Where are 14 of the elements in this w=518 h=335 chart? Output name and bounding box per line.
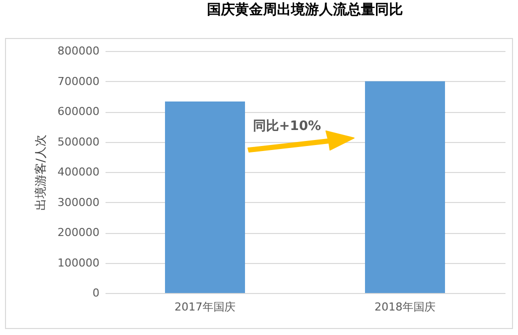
y-tick-label: 700000 — [58, 74, 100, 88]
chart-title: 国庆黄金周出境游人流总量同比 — [207, 1, 403, 18]
y-tick-label: 400000 — [58, 166, 100, 178]
x-tick-label: 2017年国庆 — [174, 300, 236, 314]
x-tick-label: 2018年国庆 — [374, 300, 436, 314]
annotation: 同比+10% — [252, 119, 322, 134]
y-tick-label: 500000 — [58, 135, 100, 148]
y-tick-label: 100000 — [58, 256, 100, 270]
y-tick-label: 0 — [92, 286, 100, 300]
y-tick-label: 300000 — [58, 196, 100, 209]
y-tick-label: 600000 — [58, 105, 100, 118]
y-axis-title: 出境游客/人次 — [34, 134, 48, 211]
y-tick-label: 800000 — [58, 44, 100, 58]
y-tick-label: 200000 — [58, 226, 100, 239]
